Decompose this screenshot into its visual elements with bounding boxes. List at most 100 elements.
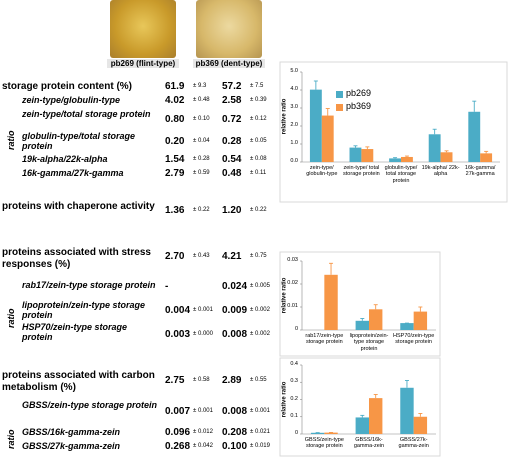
value-mean: 0.72: [222, 114, 242, 125]
bar: [413, 311, 428, 330]
y-tick-label: 4.0: [290, 86, 298, 92]
error-bar: [444, 150, 449, 153]
value-mean: 0.80: [165, 114, 185, 125]
legend-swatch: [336, 104, 343, 111]
y-tick-label: 0.4: [290, 361, 298, 367]
value-mean: 0.009: [222, 305, 248, 316]
y-axis-label: relative ratio: [281, 381, 288, 417]
x-tick-label: lipoprotein/zein-type storage protein: [349, 333, 389, 352]
bar: [400, 323, 414, 330]
legend-label: pb369: [346, 101, 372, 111]
error-bar: [484, 150, 489, 154]
value-mean: 2.89: [222, 375, 242, 386]
row-label: GBSS/zein-type storage protein: [22, 400, 158, 410]
error-bar: [329, 262, 334, 275]
y-tick-label: 5.0: [290, 68, 298, 74]
x-tick-label: 19k-alpha/ 22k-alpha: [421, 165, 460, 178]
group-label: ratio: [6, 429, 16, 449]
value-sd: ± 0.042: [193, 443, 213, 449]
x-tick-label: zein-type/ globulin-type: [306, 165, 338, 178]
value-mean: 61.9: [165, 81, 185, 92]
value-mean: 0.28: [222, 136, 242, 147]
sample-photo: [196, 0, 262, 58]
y-tick-label: 0: [294, 430, 298, 436]
value-sd: ± 0.05: [250, 138, 267, 144]
legend-label: pb269: [346, 88, 372, 98]
y-tick-label: 0.2: [290, 395, 298, 402]
bar: [321, 115, 334, 162]
x-tick-label: 16k-gamma/ 27k-gamma: [464, 165, 496, 178]
sample-photo: [110, 0, 176, 58]
y-tick-label: 0.3: [290, 378, 298, 385]
row-label: globulin-type/total storage protein: [22, 131, 136, 152]
value-mean: 0.008: [222, 406, 248, 417]
sample-label: pb369 (dent-type): [193, 59, 265, 69]
value-mean: 1.36: [165, 205, 185, 216]
error-bar: [373, 394, 378, 399]
value-mean: -: [165, 281, 169, 292]
row-label: HSP70/zein-type storage protein: [22, 322, 128, 343]
error-bar: [404, 380, 409, 388]
value-mean: 0.003: [165, 329, 191, 340]
value-sd: ± 0.58: [193, 377, 210, 383]
y-tick-label: 0.02: [287, 280, 298, 286]
value-sd: ± 9.3: [193, 83, 207, 89]
value-sd: ± 0.019: [250, 443, 270, 449]
bar: [480, 153, 493, 162]
value-mean: 0.20: [165, 136, 185, 147]
value-sd: ± 0.22: [193, 207, 210, 213]
x-tick-label: GBSS/27k-gamma-zein: [398, 437, 429, 450]
y-tick-label: 0.01: [287, 303, 298, 309]
value-mean: 57.2: [222, 81, 242, 92]
value-mean: 0.48: [222, 168, 242, 179]
error-bar: [418, 306, 423, 312]
bar: [361, 149, 374, 162]
value-mean: 0.268: [165, 441, 191, 452]
bar: [428, 134, 441, 162]
section-label: proteins associated with carbon metaboli…: [2, 370, 155, 393]
x-tick-label: zein-type/ total storage protein: [343, 165, 380, 178]
value-sd: ± 7.5: [250, 83, 264, 89]
error-bar: [313, 80, 318, 90]
x-tick-label: GBSS/zein-type storage protein: [304, 437, 344, 450]
error-bar: [325, 108, 330, 116]
value-sd: ± 0.001: [193, 408, 213, 414]
value-sd: ± 0.000: [193, 331, 213, 337]
bar: [369, 398, 383, 434]
value-sd: ± 0.11: [250, 170, 267, 176]
value-mean: 1.54: [165, 154, 185, 165]
value-mean: 2.70: [165, 251, 185, 262]
error-bar: [432, 128, 437, 135]
chart-frame: [279, 61, 508, 203]
value-sd: ± 0.04: [193, 138, 210, 144]
bar: [349, 147, 362, 162]
value-sd: ± 0.39: [250, 97, 267, 103]
value-sd: ± 0.002: [250, 331, 270, 337]
y-tick-label: 0.0: [290, 158, 298, 164]
error-bar: [393, 157, 398, 159]
group-label: ratio: [6, 308, 16, 328]
value-mean: 0.208: [222, 427, 248, 438]
value-mean: 0.024: [222, 281, 248, 292]
bar: [400, 387, 414, 434]
bar: [440, 152, 453, 162]
y-tick-label: 3.0: [290, 104, 298, 110]
y-tick-label: 0: [294, 326, 298, 332]
row-label: zein-type/total storage protein: [22, 109, 151, 119]
bar: [310, 432, 325, 434]
value-sd: ± 0.28: [193, 156, 210, 162]
legend-swatch: [336, 91, 343, 98]
bar: [355, 417, 369, 434]
y-tick-label: 0.03: [287, 257, 298, 263]
error-bar: [353, 145, 358, 148]
value-sd: ± 0.75: [250, 253, 267, 259]
x-tick-label: HSP70/zein-type storage protein: [393, 333, 435, 346]
section-label: proteins associated with stress response…: [2, 247, 151, 270]
bar: [401, 156, 413, 162]
section-label: storage protein content (%): [2, 81, 133, 92]
x-tick-label: rab17/zein-type storage protein: [305, 333, 344, 346]
value-mean: 0.008: [222, 329, 248, 340]
value-mean: 0.004: [165, 305, 191, 316]
value-mean: 0.096: [165, 427, 191, 438]
group-label: ratio: [6, 130, 16, 150]
